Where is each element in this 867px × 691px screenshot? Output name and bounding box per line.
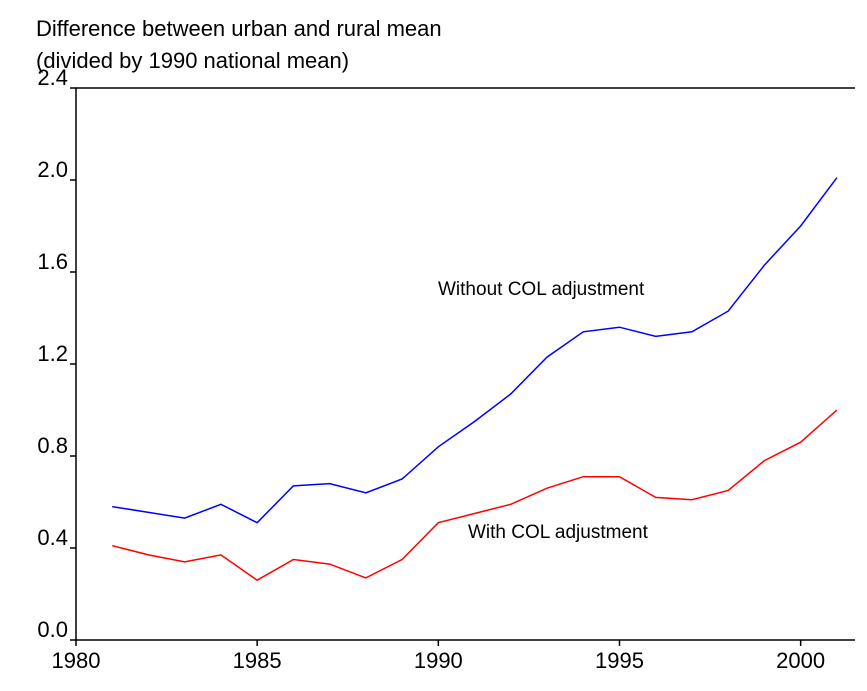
chart-title: Difference between urban and rural mean — [36, 16, 442, 41]
y-tick-label: 1.2 — [37, 341, 68, 366]
series-line — [112, 409, 838, 582]
y-tick-label: 0.8 — [37, 433, 68, 458]
plot-frame — [75, 87, 855, 641]
y-tick-label: 2.4 — [37, 65, 68, 90]
x-tick-label: 1980 — [52, 648, 101, 673]
y-tick-label: 0.0 — [37, 617, 68, 642]
x-tick-label: 2000 — [776, 648, 825, 673]
x-tick-label: 1990 — [414, 648, 463, 673]
y-tick-label: 0.4 — [37, 525, 68, 550]
y-tick-label: 1.6 — [37, 249, 68, 274]
x-tick-label: 1985 — [233, 648, 282, 673]
y-tick-label: 2.0 — [37, 157, 68, 182]
x-tick-label: 1995 — [595, 648, 644, 673]
series-label: Without COL adjustment — [438, 279, 645, 300]
series-line — [112, 177, 838, 524]
series-label: With COL adjustment — [468, 522, 649, 543]
chart-subtitle: (divided by 1990 national mean) — [36, 48, 349, 73]
